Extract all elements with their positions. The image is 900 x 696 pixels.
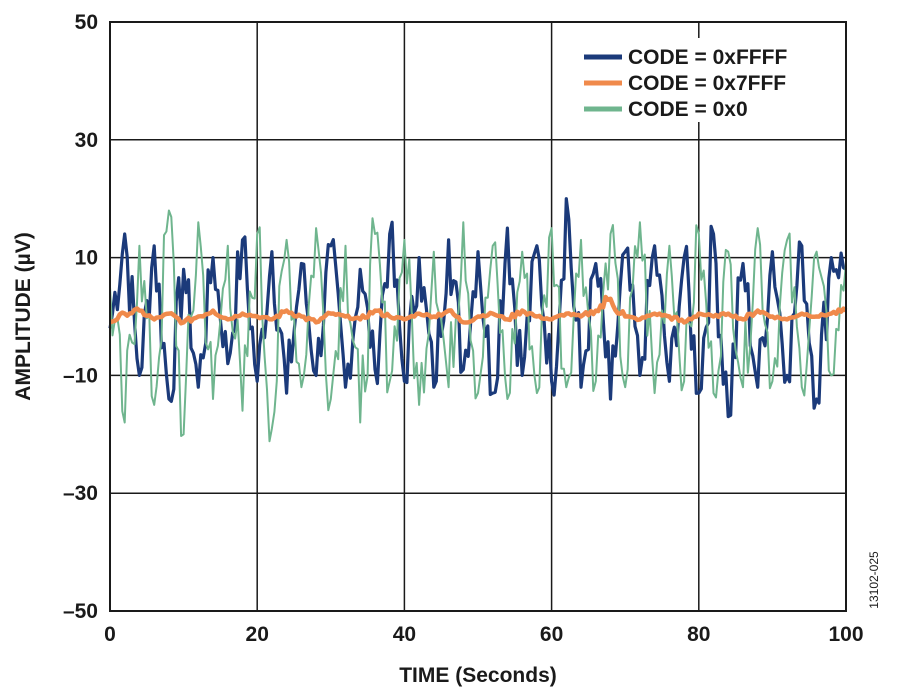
- legend: CODE = 0xFFFF CODE = 0x7FFF CODE = 0x0: [574, 38, 840, 122]
- y-tick-label: 30: [75, 129, 98, 152]
- legend-label: CODE = 0x7FFF: [628, 72, 786, 95]
- x-tick-label: 60: [540, 623, 563, 646]
- x-tick-label: 100: [828, 623, 863, 646]
- figure-id-label: 13102-025: [867, 551, 881, 609]
- y-tick-label: –30: [63, 482, 98, 505]
- y-axis-ticks: 50 30 10 –10 –30 –50: [63, 11, 98, 623]
- x-axis-ticks: 0 20 40 60 80 100: [104, 623, 863, 646]
- x-tick-label: 20: [246, 623, 269, 646]
- x-tick-label: 40: [393, 623, 416, 646]
- x-tick-label: 80: [687, 623, 710, 646]
- x-tick-label: 0: [104, 623, 116, 646]
- plot-area-frame: [109, 21, 847, 612]
- series-line-0: [108, 197, 847, 419]
- y-tick-label: –10: [63, 364, 98, 387]
- y-axis-title: AMPLITUDE (µV): [12, 232, 35, 400]
- series-line-2: [109, 209, 847, 443]
- y-tick-label: –50: [63, 600, 98, 623]
- y-tick-label: 10: [75, 247, 98, 270]
- series-lines: [108, 197, 848, 443]
- y-tick-label: 50: [75, 11, 98, 34]
- legend-label: CODE = 0x0: [628, 98, 748, 121]
- x-axis-title: TIME (Seconds): [399, 664, 557, 687]
- legend-label: CODE = 0xFFFF: [628, 46, 787, 69]
- series-line-1: [109, 294, 848, 326]
